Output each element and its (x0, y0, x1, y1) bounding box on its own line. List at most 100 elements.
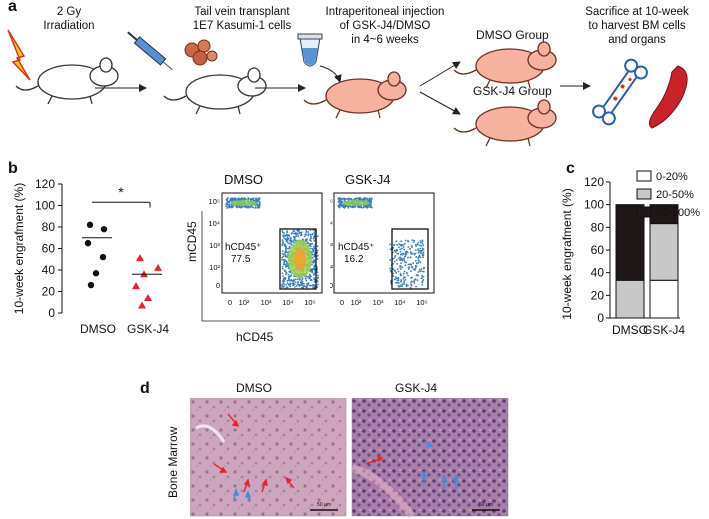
event-dot (421, 239, 424, 242)
event-dot (370, 200, 373, 203)
event-dot (412, 262, 415, 264)
event-dot (414, 259, 417, 262)
event-dot (400, 240, 403, 243)
event-dot (255, 197, 257, 200)
event-dot (291, 240, 294, 243)
event-dot (226, 207, 229, 209)
event-dot (289, 271, 292, 274)
x-tick-label: 10² (239, 298, 250, 307)
event-dot (399, 284, 402, 287)
event-dot (364, 197, 367, 200)
event-dot (421, 242, 424, 245)
event-dot (307, 282, 310, 284)
event-dot (420, 249, 423, 252)
event-dot (413, 280, 415, 283)
event-dot (401, 283, 404, 285)
event-dot (294, 233, 297, 235)
event-dot (343, 198, 346, 201)
event-dot (422, 252, 424, 255)
event-dot (312, 268, 315, 271)
event-dot (407, 246, 410, 248)
event-dot (284, 247, 287, 250)
gate-label: hCD45⁺ (225, 242, 261, 253)
event-dot (232, 205, 235, 208)
event-dot (360, 206, 363, 209)
event-dot (417, 251, 420, 254)
event-dot (286, 265, 288, 268)
event-dot (422, 244, 425, 247)
event-dot (399, 264, 402, 267)
event-dot (230, 205, 233, 208)
event-dot (313, 245, 315, 248)
event-dot (317, 276, 319, 279)
event-dot (421, 283, 424, 286)
event-dot (401, 266, 404, 269)
event-dot (296, 229, 299, 232)
engraftment-dot-plot: 0 20 40 60 80 100 120 10-week engrafment (%) DMS… (12, 177, 169, 336)
event-dot (312, 274, 315, 276)
event-dot (349, 198, 352, 201)
event-dot (281, 239, 284, 242)
event-dot (395, 240, 398, 243)
event-dot (282, 282, 285, 285)
event-dot (287, 273, 290, 276)
x-tick-label: 10² (351, 298, 362, 307)
y-axis-label: 10-week engrafment (%) (12, 183, 26, 314)
event-dot (281, 244, 284, 247)
event-dot (419, 240, 422, 242)
event-dot (399, 250, 402, 253)
event-dot (414, 243, 417, 246)
y-tick-label: 100 (35, 199, 55, 213)
panel-c-label: c (566, 160, 575, 177)
event-dot (312, 286, 315, 289)
event-dot (291, 232, 294, 234)
event-dot (293, 239, 296, 241)
event-dot (309, 245, 312, 248)
event-dot (287, 234, 289, 237)
data-point-gskj4 (144, 293, 152, 301)
y-axis-label: 10-week engrafment (%) (560, 188, 574, 319)
event-dot (339, 202, 342, 204)
event-dot (421, 280, 424, 283)
event-dot (421, 281, 424, 284)
gate-label: hCD45⁺ (338, 242, 374, 253)
event-dot (413, 282, 416, 284)
event-dot (309, 233, 312, 236)
data-point-gskj4 (140, 270, 148, 278)
event-dot (238, 206, 241, 209)
event-dot (338, 199, 341, 201)
event-dot (422, 248, 425, 251)
event-dot (289, 237, 292, 240)
flow-cytometry-plot-gskj4: hCD45⁺16.2 0 10² 10³ 10⁴ 10⁵ 0 10² 10³ 10⁴ 10⁵ (330, 192, 435, 307)
event-dot (307, 233, 310, 235)
event-dot (293, 283, 296, 286)
event-dot (343, 206, 346, 209)
kasumi-cells-icon (184, 39, 218, 66)
event-dot (414, 267, 417, 270)
event-dot (312, 253, 315, 256)
event-dot (417, 257, 419, 260)
event-dot (313, 277, 315, 279)
event-dot (410, 277, 412, 279)
event-dot (411, 265, 413, 268)
event-dot (368, 199, 371, 202)
y-tick-label: 20 (42, 285, 56, 299)
y-tick-label: 0 (330, 281, 333, 290)
event-dot (394, 251, 397, 254)
panel-d-label: d (140, 380, 150, 397)
event-dot (235, 205, 238, 208)
event-dot (313, 232, 316, 235)
bar-segment (615, 279, 645, 319)
event-dot (362, 206, 365, 209)
event-dot (403, 243, 406, 245)
event-dot (295, 235, 297, 238)
event-dot (401, 254, 404, 256)
event-dot (230, 206, 233, 209)
event-dot (395, 271, 397, 274)
event-dot (295, 232, 298, 235)
event-dot (339, 197, 342, 200)
event-dot (281, 267, 284, 270)
event-dot (281, 230, 284, 232)
event-dot (397, 285, 400, 287)
y-tick-label: 10³ (209, 241, 220, 250)
